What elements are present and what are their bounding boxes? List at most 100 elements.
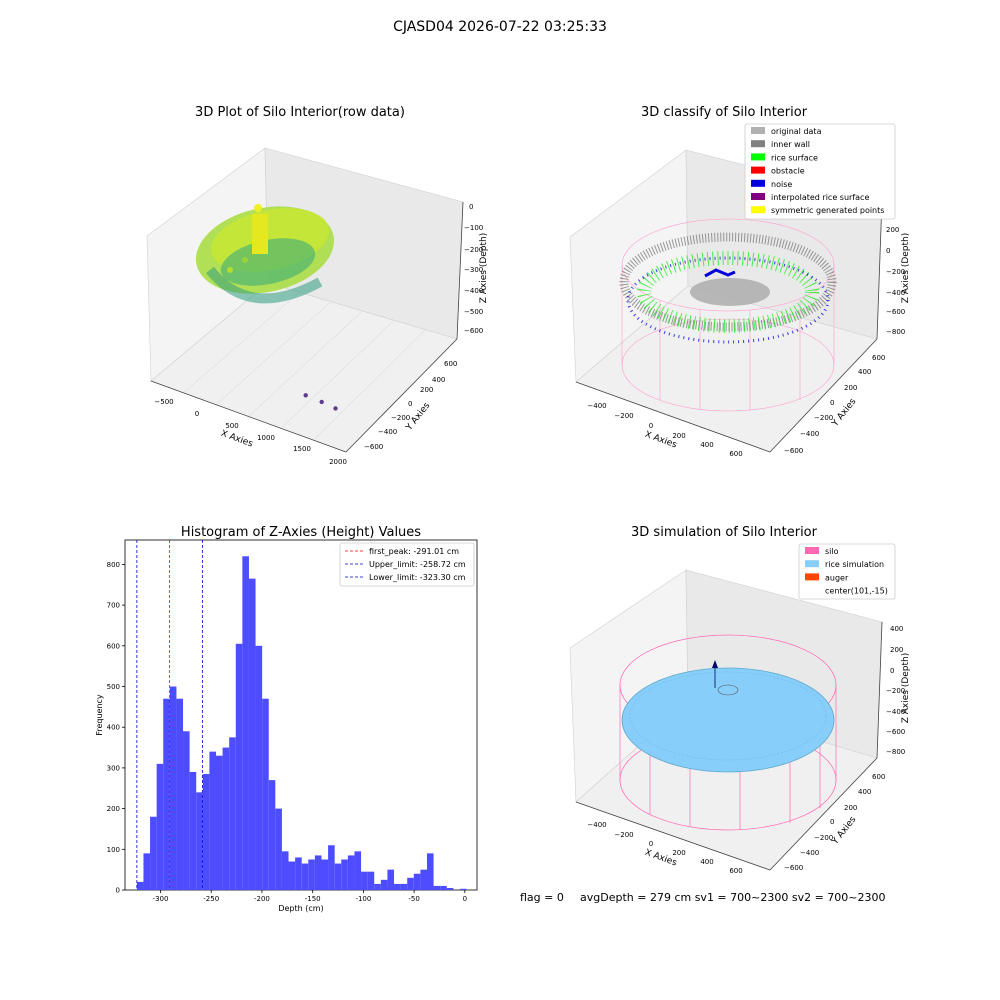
histogram-y-tick-label: 800: [107, 561, 120, 569]
histogram-bar: [374, 883, 381, 890]
histogram-bar: [229, 737, 236, 890]
classify-legend: original data inner wall rice surface obsta…: [744, 123, 896, 220]
classify-legend-label: rice surface: [771, 153, 818, 162]
classify-legend-swatch: [751, 140, 765, 148]
histogram-bar: [136, 881, 144, 890]
histogram-x-label: Depth (cm): [278, 904, 323, 913]
classify-x-tick: −400: [587, 402, 606, 410]
panel-classify: 3D classify of Silo Interior: [569, 105, 911, 458]
histogram-bar: [459, 888, 467, 890]
raw-outlier-point: [333, 406, 338, 411]
classify-z-tick: −400: [886, 289, 905, 297]
simulation-x-tick: 200: [672, 849, 685, 857]
histogram-bar: [268, 780, 276, 890]
simulation-legend-swatch: [805, 547, 819, 554]
histogram-bar: [222, 747, 230, 890]
raw-y-tick: 600: [444, 360, 457, 368]
histogram-bar: [183, 731, 190, 890]
histogram-bar: [215, 755, 223, 890]
histogram-bar: [295, 857, 302, 890]
raw-z-axis: 0 −100 −200 −300 −400 −500 −600 Z Axies …: [464, 203, 489, 335]
classify-legend-swatch: [751, 166, 765, 174]
histogram-bar: [242, 556, 249, 890]
simulation-z-axis: 400 200 0 −200 −400 −600 −800 Z Axies (D…: [886, 625, 911, 756]
histogram-bar: [407, 877, 414, 890]
raw-z-tick: −400: [464, 287, 483, 295]
classify-x-tick: −200: [614, 412, 633, 420]
histogram-x-tick-label: 0: [463, 895, 467, 903]
histogram-bar: [387, 869, 395, 890]
histogram-bar: [202, 774, 210, 890]
histogram-bar: [394, 883, 401, 890]
raw-point-cloud: [195, 204, 335, 304]
histogram-y-tick-label: 200: [107, 805, 120, 813]
histogram-bar: [262, 698, 269, 890]
classify-legend-swatch: [751, 193, 765, 200]
raw-grid-line: [183, 292, 300, 394]
histogram-x-tick-label: -200: [254, 895, 270, 903]
simulation-z-tick: 0: [890, 667, 894, 675]
histogram-y-tick-label: 400: [107, 724, 120, 732]
simulation-rice-surface: [621, 667, 835, 773]
raw-outlier-point: [303, 393, 308, 398]
histogram-title: Histogram of Z-Axies (Height) Values: [181, 525, 421, 540]
simulation-legend-label: auger: [825, 573, 849, 582]
figure-suptitle: CJASD04 2026-07-22 03:25:33: [393, 19, 607, 35]
raw-z-tick: 0: [469, 203, 473, 211]
histogram-bar: [275, 808, 282, 890]
classify-legend-frame: [744, 123, 896, 220]
classify-legend-swatch: [751, 153, 765, 161]
simulation-legend-swatch: [805, 560, 819, 568]
simulation-title: 3D simulation of Silo Interior: [631, 525, 818, 540]
simulation-auger-marker: [712, 660, 718, 688]
raw-z-tick: −500: [464, 308, 483, 316]
simulation-x-tick: 600: [729, 867, 742, 875]
classify-z-tick: 0: [886, 247, 890, 255]
simulation-z-tick: −200: [886, 687, 905, 695]
histogram-bars: [136, 556, 467, 890]
histogram-bar: [209, 751, 216, 890]
histogram-bar: [328, 845, 335, 890]
histogram-legend-frame: [339, 542, 475, 587]
raw-z-tick: −300: [464, 266, 483, 274]
simulation-x-tick: −200: [614, 831, 633, 839]
simulation-z-tick: −800: [886, 748, 905, 756]
histogram-y-tick-label: 0: [116, 887, 120, 895]
classify-x-tick: 600: [729, 450, 742, 458]
raw-y-tick: 200: [420, 386, 433, 394]
raw-x-tick: 500: [225, 422, 238, 430]
classify-z-label: Z Axies (Depth): [901, 233, 911, 304]
classify-x-tick: 400: [700, 441, 713, 449]
classify-y-tick: −200: [814, 414, 833, 422]
histogram-bar: [413, 873, 421, 890]
histogram-y-tick-label: 100: [107, 846, 120, 854]
raw-x-tick: 1500: [293, 445, 311, 453]
histogram-bar: [361, 871, 368, 890]
histogram-bar: [380, 879, 388, 890]
simulation-legend-frame: [798, 543, 896, 600]
simulation-y-tick: 0: [830, 818, 834, 826]
raw-y-tick: −400: [378, 428, 397, 436]
histogram-bar: [150, 816, 157, 890]
classify-rice-surface: [626, 251, 830, 344]
footer-flag: flag = 0: [520, 891, 564, 904]
histogram-x-tick-label: -250: [203, 895, 219, 903]
histogram-bar: [301, 863, 309, 890]
histogram-bar: [347, 855, 355, 890]
classify-z-tick: −600: [886, 308, 905, 316]
simulation-legend-label: center(101,-15): [825, 587, 888, 596]
histogram-bar: [288, 861, 296, 890]
simulation-x-tick: 0: [649, 840, 653, 848]
raw-grid-line: [280, 320, 395, 429]
raw-z-tick: −600: [464, 327, 483, 335]
classify-legend-swatch: [751, 179, 765, 187]
simulation-legend-swatch: [805, 573, 819, 581]
classify-z-tick: −800: [886, 328, 905, 336]
histogram-legend-label: Lower_limit: -323.30 cm: [369, 573, 466, 582]
classify-z-tick: −200: [886, 268, 905, 276]
histogram-bar: [446, 887, 454, 890]
classify-legend-label: interpolated rice surface: [771, 193, 869, 202]
raw-x-tick: 1000: [257, 434, 275, 442]
classify-y-tick: 200: [844, 384, 857, 392]
